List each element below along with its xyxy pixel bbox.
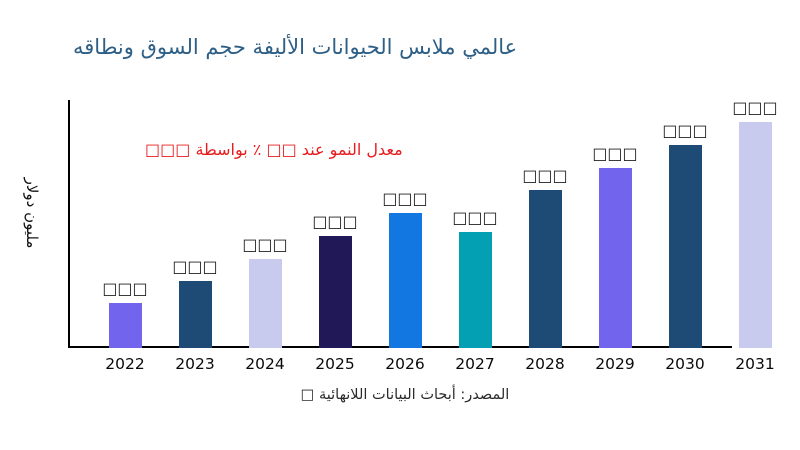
growth-rate-annotation: معدل النمو عند □□ ٪ بواسطة □□□ [145, 140, 403, 159]
bar-2023 [178, 281, 212, 348]
x-tick-label-2025: 2025 [315, 355, 355, 373]
bar-2027 [458, 232, 492, 348]
bar-value-label-2027: □□□ [452, 208, 498, 227]
bar-value-label-2022: □□□ [102, 279, 148, 298]
x-tick-label-2030: 2030 [665, 355, 705, 373]
bar-value-label-2029: □□□ [592, 144, 638, 163]
bar-value-label-2024: □□□ [242, 235, 288, 254]
x-tick-label-2026: 2026 [385, 355, 425, 373]
x-tick-label-2023: 2023 [175, 355, 215, 373]
bar-2031 [738, 122, 772, 348]
x-tick-label-2029: 2029 [595, 355, 635, 373]
bar-value-label-2025: □□□ [312, 212, 358, 231]
bar-2025 [318, 236, 352, 348]
bar-value-label-2023: □□□ [172, 257, 218, 276]
bar-value-label-2028: □□□ [522, 166, 568, 185]
x-tick-label-2027: 2027 [455, 355, 495, 373]
y-axis-line [68, 100, 70, 348]
bar-value-label-2026: □□□ [382, 189, 428, 208]
source-note: المصدر: أبحاث البيانات اللانهائية □ [300, 387, 510, 403]
chart-title: عالمي ملابس الحيوانات الأليفة حجم السوق … [73, 35, 518, 59]
x-tick-label-2024: 2024 [245, 355, 285, 373]
x-tick-label-2031: 2031 [735, 355, 775, 373]
x-tick-label-2022: 2022 [105, 355, 145, 373]
bar-2029 [598, 168, 632, 348]
bar-2026 [388, 213, 422, 348]
bar-2030 [668, 145, 702, 348]
bar-value-label-2031: □□□ [732, 98, 778, 117]
bar-2024 [248, 259, 282, 348]
bar-2022 [108, 303, 142, 348]
x-tick-label-2028: 2028 [525, 355, 565, 373]
bar-2028 [528, 190, 562, 348]
bar-value-label-2030: □□□ [662, 121, 708, 140]
